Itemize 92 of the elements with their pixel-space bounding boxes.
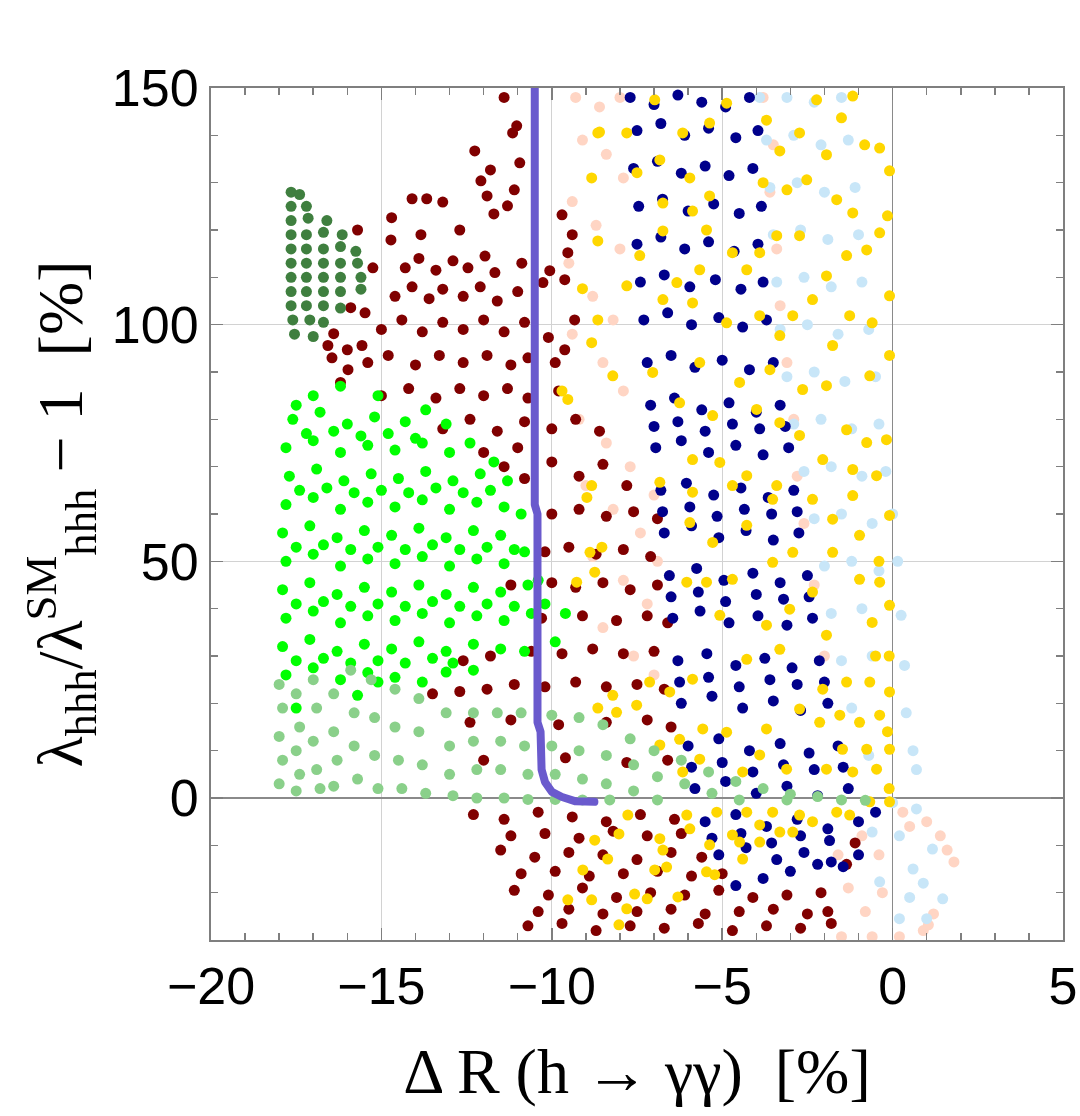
point [873, 849, 885, 861]
x-tick-label: −10 [507, 957, 596, 1016]
x-tick-label: −5 [692, 957, 752, 1016]
point [355, 283, 367, 295]
point [321, 215, 333, 227]
point [302, 212, 314, 224]
point [617, 172, 629, 184]
point [614, 243, 626, 255]
point [600, 437, 612, 449]
point [832, 849, 844, 861]
y-tick-label: 100 [111, 295, 199, 354]
point [866, 931, 878, 940]
point [576, 134, 588, 146]
y-tick-label: 50 [140, 532, 199, 591]
point [355, 271, 367, 283]
point [617, 574, 629, 586]
point [335, 302, 346, 314]
point [859, 906, 871, 918]
point [285, 200, 297, 212]
point [587, 290, 599, 302]
point [285, 229, 297, 241]
point [350, 245, 362, 257]
point [856, 830, 868, 842]
point [617, 385, 629, 397]
point [607, 503, 619, 515]
point [317, 300, 329, 312]
x-tick-label: −15 [337, 957, 426, 1016]
point [771, 243, 783, 255]
point [300, 257, 312, 269]
point [566, 196, 578, 208]
point [300, 286, 312, 298]
point [352, 257, 364, 269]
point [289, 328, 300, 340]
point [774, 300, 786, 312]
point [304, 314, 316, 326]
point [335, 241, 346, 253]
point [317, 257, 329, 269]
point [300, 300, 312, 312]
point [634, 527, 646, 539]
point [317, 316, 329, 328]
point [798, 517, 810, 529]
point [948, 856, 960, 868]
point [335, 271, 346, 283]
point [921, 816, 933, 828]
point [563, 257, 575, 269]
point [597, 357, 609, 369]
point [285, 243, 297, 255]
point [876, 887, 888, 899]
point [285, 271, 297, 283]
point [287, 314, 299, 326]
point [285, 215, 297, 227]
point [566, 328, 578, 340]
y-tick-label: 150 [111, 59, 199, 118]
point [285, 257, 297, 269]
point [842, 882, 854, 894]
point [594, 101, 606, 113]
point [893, 931, 905, 940]
point [300, 243, 312, 255]
point [934, 830, 946, 842]
point [307, 331, 319, 342]
point [607, 314, 619, 326]
y-tick-label: 0 [169, 769, 199, 828]
point [941, 844, 953, 856]
point [614, 91, 626, 103]
x-tick-label: 0 [878, 957, 908, 1016]
point [336, 229, 348, 241]
point [835, 931, 847, 940]
x-tick-label: −20 [166, 957, 256, 1016]
point [300, 271, 312, 283]
point [317, 243, 329, 255]
point [294, 189, 306, 200]
point [300, 229, 312, 241]
point [597, 622, 609, 634]
point [641, 598, 653, 610]
point [285, 300, 297, 312]
point [897, 806, 909, 818]
point [624, 461, 636, 473]
x-axis-title: Δ R (h → γγ) [%] [403, 1036, 871, 1108]
point [628, 650, 640, 662]
point [781, 357, 793, 369]
point [590, 219, 602, 231]
point [317, 271, 329, 283]
point [300, 200, 312, 212]
point [285, 286, 297, 298]
point [335, 257, 346, 269]
point [317, 226, 329, 238]
point [600, 148, 612, 160]
point [570, 91, 582, 103]
point [317, 286, 329, 298]
point [904, 820, 916, 832]
x-tick-label: 5 [1048, 957, 1078, 1016]
point [335, 286, 346, 298]
